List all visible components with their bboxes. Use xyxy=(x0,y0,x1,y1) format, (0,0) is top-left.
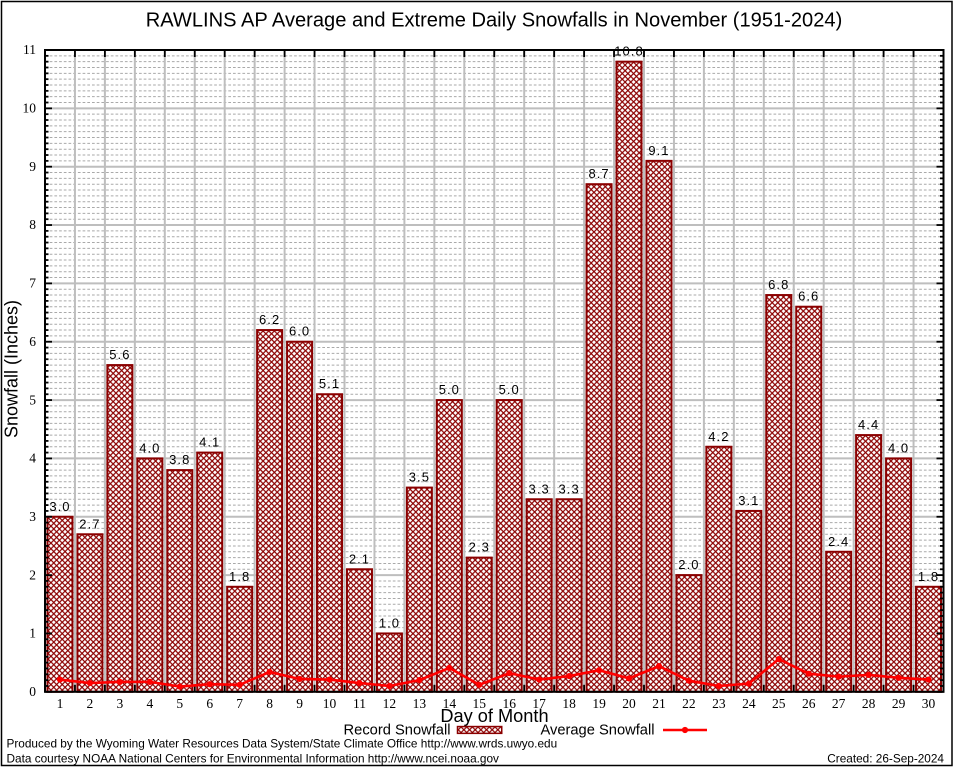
svg-text:8: 8 xyxy=(29,217,36,232)
svg-text:27: 27 xyxy=(832,696,846,711)
svg-text:22: 22 xyxy=(682,696,696,711)
svg-text:Record Snowfall: Record Snowfall xyxy=(344,723,451,739)
svg-text:5: 5 xyxy=(29,392,36,407)
svg-text:2.3: 2.3 xyxy=(469,540,490,555)
svg-text:3: 3 xyxy=(29,509,36,524)
svg-text:1.8: 1.8 xyxy=(918,569,939,584)
svg-text:25: 25 xyxy=(772,696,786,711)
svg-text:7: 7 xyxy=(29,276,36,291)
svg-text:9: 9 xyxy=(296,696,303,711)
svg-text:2.4: 2.4 xyxy=(828,534,849,549)
svg-text:3.5: 3.5 xyxy=(409,470,430,485)
svg-text:12: 12 xyxy=(383,696,397,711)
svg-text:2.0: 2.0 xyxy=(678,557,699,572)
svg-text:6: 6 xyxy=(29,334,36,349)
svg-text:2: 2 xyxy=(29,567,36,582)
svg-text:20: 20 xyxy=(622,696,636,711)
svg-text:23: 23 xyxy=(712,696,726,711)
svg-text:9: 9 xyxy=(29,159,36,174)
svg-text:Average Snowfall: Average Snowfall xyxy=(540,723,654,739)
svg-text:17: 17 xyxy=(532,696,546,711)
svg-text:15: 15 xyxy=(473,696,487,711)
svg-text:6.0: 6.0 xyxy=(289,324,310,339)
svg-text:11: 11 xyxy=(23,42,36,57)
svg-text:0: 0 xyxy=(29,684,36,699)
svg-text:30: 30 xyxy=(922,696,936,711)
svg-text:4.4: 4.4 xyxy=(858,417,879,432)
svg-text:11: 11 xyxy=(353,696,366,711)
svg-text:6: 6 xyxy=(206,696,213,711)
svg-text:14: 14 xyxy=(443,696,457,711)
svg-text:3.1: 3.1 xyxy=(738,493,759,508)
svg-text:3.0: 3.0 xyxy=(49,499,70,514)
svg-text:4.0: 4.0 xyxy=(139,440,160,455)
svg-text:8.7: 8.7 xyxy=(588,166,609,181)
svg-text:8: 8 xyxy=(266,696,273,711)
svg-text:5.0: 5.0 xyxy=(499,382,520,397)
svg-text:24: 24 xyxy=(742,696,756,711)
svg-text:18: 18 xyxy=(562,696,576,711)
svg-text:RAWLINS AP Average and Extreme: RAWLINS AP Average and Extreme Daily Sno… xyxy=(146,9,843,31)
svg-text:29: 29 xyxy=(892,696,906,711)
svg-text:6.6: 6.6 xyxy=(798,289,819,304)
svg-text:19: 19 xyxy=(592,696,606,711)
svg-text:5.0: 5.0 xyxy=(439,382,460,397)
svg-text:2: 2 xyxy=(87,696,94,711)
svg-text:4: 4 xyxy=(29,451,36,466)
svg-text:4: 4 xyxy=(146,696,153,711)
svg-text:3.3: 3.3 xyxy=(559,481,580,496)
svg-text:10: 10 xyxy=(323,696,337,711)
svg-text:4.1: 4.1 xyxy=(199,435,220,450)
svg-text:7: 7 xyxy=(236,696,243,711)
svg-text:3.3: 3.3 xyxy=(529,481,550,496)
svg-text:1.0: 1.0 xyxy=(379,615,400,630)
svg-text:26: 26 xyxy=(802,696,816,711)
svg-text:Snowfall (Inches): Snowfall (Inches) xyxy=(2,300,22,438)
svg-text:1: 1 xyxy=(57,696,64,711)
svg-text:3: 3 xyxy=(117,696,124,711)
svg-text:Data courtesy NOAA National Ce: Data courtesy NOAA National Centers for … xyxy=(7,752,500,766)
svg-text:2.1: 2.1 xyxy=(349,551,370,566)
svg-text:5.6: 5.6 xyxy=(109,347,130,362)
svg-text:9.1: 9.1 xyxy=(648,143,669,158)
svg-text:5: 5 xyxy=(176,696,183,711)
svg-text:Day of Month: Day of Month xyxy=(440,706,548,726)
svg-text:Produced by the Wyoming Water: Produced by the Wyoming Water Resources … xyxy=(7,737,558,751)
svg-text:4.0: 4.0 xyxy=(888,440,909,455)
svg-text:16: 16 xyxy=(502,696,516,711)
svg-text:10: 10 xyxy=(23,101,37,116)
svg-text:21: 21 xyxy=(652,696,666,711)
svg-text:28: 28 xyxy=(862,696,876,711)
svg-text:13: 13 xyxy=(413,696,427,711)
svg-text:5.1: 5.1 xyxy=(319,376,340,391)
svg-text:10.8: 10.8 xyxy=(614,44,644,59)
svg-text:1: 1 xyxy=(29,626,36,641)
svg-text:3.8: 3.8 xyxy=(169,452,190,467)
svg-text:6.2: 6.2 xyxy=(259,312,280,327)
svg-text:6.8: 6.8 xyxy=(768,277,789,292)
svg-text:1.8: 1.8 xyxy=(229,569,250,584)
svg-text:4.2: 4.2 xyxy=(708,429,729,444)
svg-text:Created: 26-Sep-2024: Created: 26-Sep-2024 xyxy=(827,752,944,766)
svg-text:2.7: 2.7 xyxy=(79,516,100,531)
